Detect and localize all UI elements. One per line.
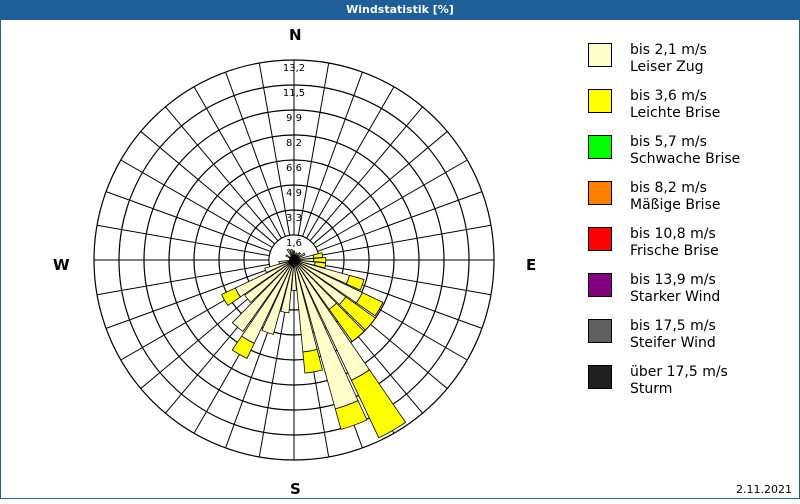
svg-text:9,9: 9,9 <box>286 113 302 124</box>
window-title: Windstatistik [%] <box>0 0 800 20</box>
svg-text:11,5: 11,5 <box>283 88 305 99</box>
legend-label: Starker Wind <box>630 289 720 306</box>
legend-swatch <box>588 135 612 159</box>
svg-text:6,6: 6,6 <box>286 163 302 174</box>
svg-text:8,2: 8,2 <box>286 138 302 149</box>
compass-west-label: W <box>53 256 70 274</box>
legend-range: bis 3,6 m/s <box>630 88 720 105</box>
compass-north-label: N <box>289 26 302 44</box>
legend-swatch <box>588 227 612 251</box>
legend-label: Mäßige Brise <box>630 197 720 214</box>
compass-east-label: E <box>526 256 536 274</box>
legend-label: Sturm <box>630 381 728 398</box>
legend-range: über 17,5 m/s <box>630 364 728 381</box>
legend-label: Schwache Brise <box>630 151 740 168</box>
legend-label: Frische Brise <box>630 243 719 260</box>
legend-swatch <box>588 319 612 343</box>
legend-swatch <box>588 43 612 67</box>
wind-rose-chart: 1,6 3,3 4,9 6,6 8,2 9,9 11,5 13,2 N E S W <box>0 20 560 500</box>
compass-south-label: S <box>290 480 301 498</box>
legend-range: bis 17,5 m/s <box>630 318 716 335</box>
center-hub <box>289 255 299 265</box>
date-label: 2.11.2021 <box>736 483 792 496</box>
legend-range: bis 13,9 m/s <box>630 272 720 289</box>
legend-swatch <box>588 89 612 113</box>
svg-text:13,2: 13,2 <box>283 63 305 74</box>
svg-text:1,6: 1,6 <box>286 238 302 249</box>
legend-range: bis 8,2 m/s <box>630 180 720 197</box>
legend-label: Leichte Brise <box>630 105 720 122</box>
svg-text:4,9: 4,9 <box>286 188 302 199</box>
svg-text:3,3: 3,3 <box>286 213 302 224</box>
legend-label: Steifer Wind <box>630 335 716 352</box>
legend-range: bis 5,7 m/s <box>630 134 740 151</box>
legend-swatch <box>588 181 612 205</box>
wind-rose-svg: 1,6 3,3 4,9 6,6 8,2 9,9 11,5 13,2 <box>0 20 560 500</box>
legend-label: Leiser Zug <box>630 59 707 76</box>
legend-range: bis 2,1 m/s <box>630 42 707 59</box>
wind-wedges <box>222 249 406 438</box>
legend-swatch <box>588 273 612 297</box>
legend-range: bis 10,8 m/s <box>630 226 719 243</box>
legend-swatch <box>588 365 612 389</box>
